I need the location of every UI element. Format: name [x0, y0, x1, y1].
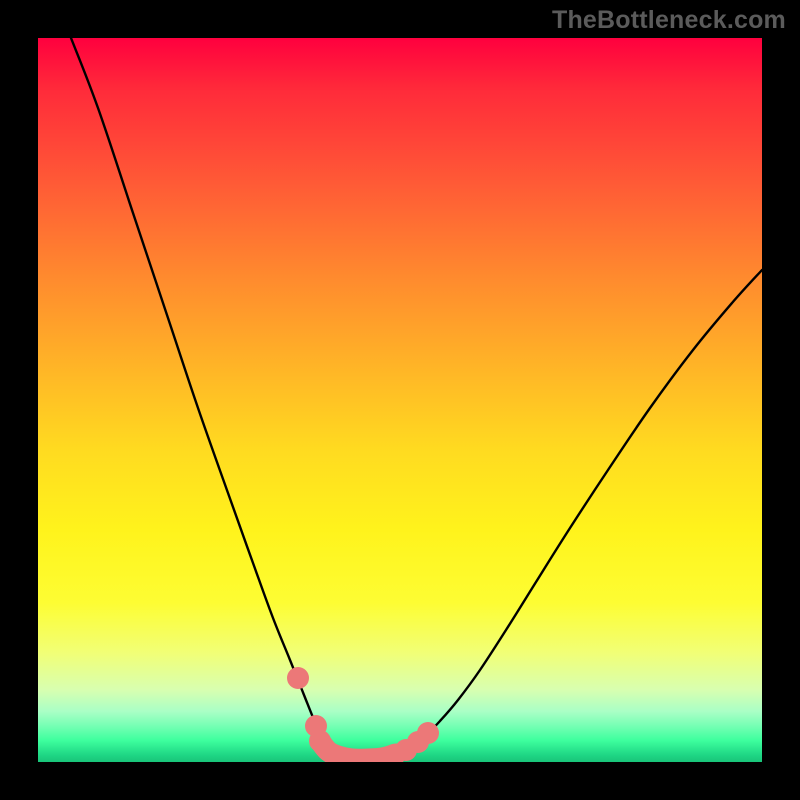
chart-plot-area — [38, 38, 762, 762]
image-frame: TheBottleneck.com — [0, 0, 800, 800]
bottleneck-curve — [71, 38, 762, 759]
watermark-text: TheBottleneck.com — [552, 6, 786, 35]
highlight-overlay — [287, 667, 439, 762]
highlight-dot — [287, 667, 309, 689]
highlight-dot — [309, 730, 331, 752]
highlight-dot — [417, 722, 439, 744]
chart-svg — [38, 38, 762, 762]
